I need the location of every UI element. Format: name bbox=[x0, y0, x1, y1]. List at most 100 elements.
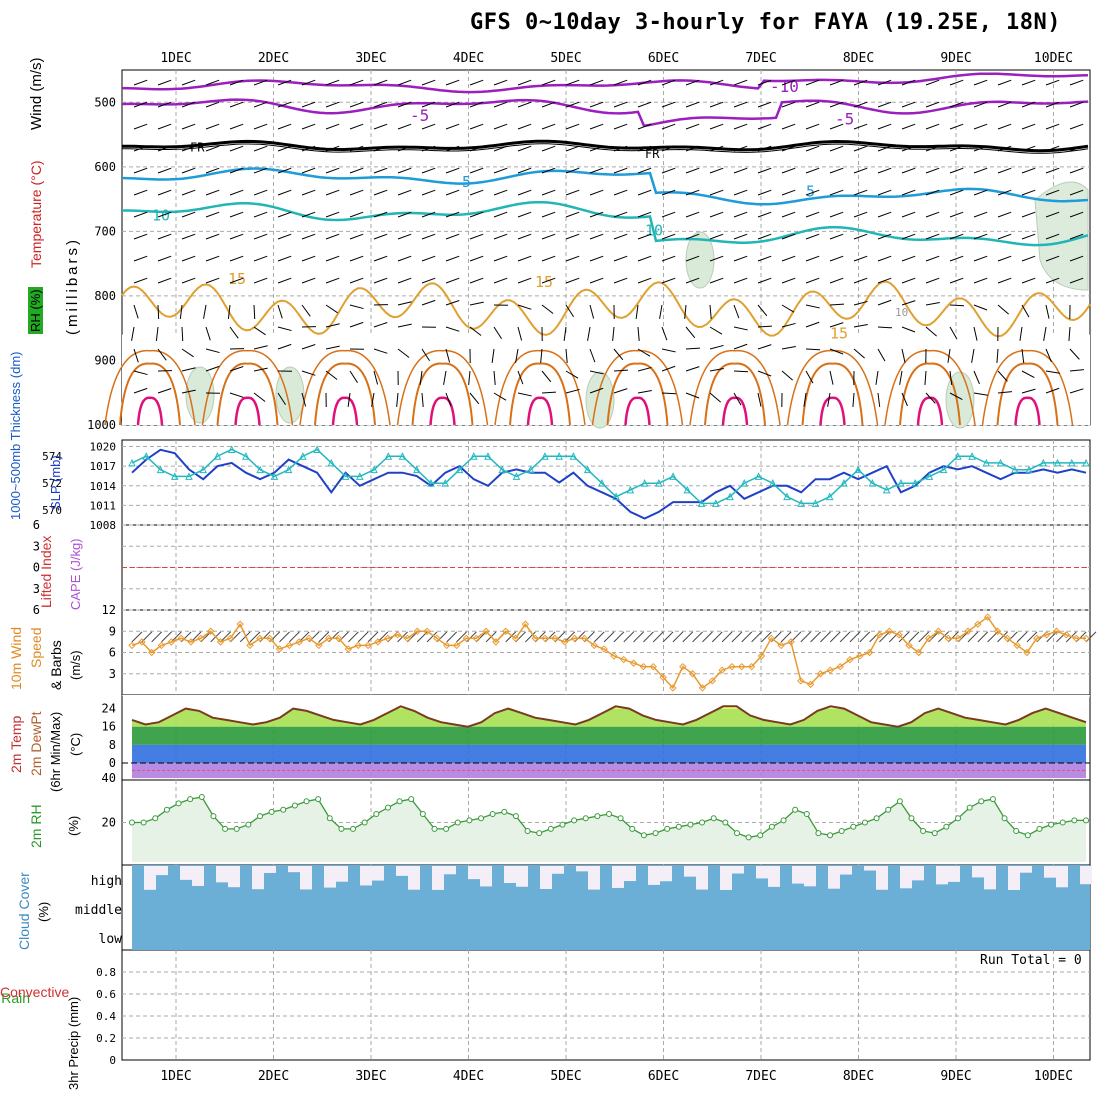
wind-barb bbox=[541, 370, 552, 383]
wind-barb bbox=[469, 189, 484, 196]
wind-barb bbox=[613, 388, 628, 394]
wind-barb bbox=[901, 326, 916, 333]
wind-barb bbox=[277, 343, 292, 350]
wind-barb bbox=[397, 211, 412, 218]
rh-marker bbox=[152, 815, 159, 822]
wind-barb bbox=[757, 79, 772, 86]
wind-marker bbox=[875, 631, 884, 639]
cloud-gap bbox=[216, 866, 228, 883]
wind-barb bbox=[541, 391, 557, 394]
wind-barb bbox=[877, 167, 892, 174]
thickness-marker bbox=[384, 452, 393, 460]
wind-barb bbox=[613, 233, 628, 240]
rh-unit-label: (%) bbox=[66, 815, 81, 836]
wind-barb bbox=[901, 277, 916, 284]
rh-contour-blob bbox=[1034, 181, 1089, 291]
wind-barb bbox=[1045, 167, 1060, 174]
wind-barb bbox=[445, 348, 451, 363]
wind-barb bbox=[877, 255, 892, 262]
wind-barb bbox=[589, 348, 596, 363]
wind-barb bbox=[685, 211, 700, 218]
wind-barb bbox=[877, 79, 892, 86]
wind-barb bbox=[733, 211, 748, 218]
temp-contour-25 bbox=[526, 396, 554, 426]
wind-barb bbox=[253, 123, 268, 130]
slp-line bbox=[131, 448, 1087, 520]
wind-barb bbox=[973, 370, 980, 385]
rh-marker bbox=[303, 798, 310, 805]
wind-barb bbox=[613, 348, 624, 361]
temp-contour-20b bbox=[591, 350, 684, 426]
surface-barb bbox=[446, 631, 458, 643]
wind-marker bbox=[206, 627, 215, 635]
thickness-marker bbox=[256, 465, 264, 474]
wind-marker bbox=[482, 627, 490, 635]
wind-barb bbox=[517, 392, 532, 397]
wind-barb bbox=[997, 211, 1012, 218]
wind-barb bbox=[589, 211, 604, 218]
rh-marker bbox=[850, 823, 857, 830]
wind-barb bbox=[181, 101, 196, 108]
chart-title: GFS 0~10day 3-hourly for FAYA (19.25E, 1… bbox=[470, 10, 1062, 35]
wind-barb bbox=[589, 145, 604, 152]
wind-barb bbox=[203, 304, 207, 319]
wind-barb bbox=[445, 211, 460, 218]
wind-barb bbox=[733, 145, 748, 152]
wind-marker bbox=[885, 627, 894, 635]
wind-barb bbox=[853, 79, 868, 86]
wind-barb bbox=[661, 167, 676, 174]
wind-barb bbox=[205, 145, 220, 152]
wind-barb bbox=[805, 167, 820, 174]
thickness-tick: 574 bbox=[42, 450, 62, 463]
wind-barb bbox=[1045, 79, 1060, 86]
wind-marker bbox=[561, 638, 569, 646]
wind-barb bbox=[661, 326, 668, 341]
wind-barb bbox=[541, 233, 556, 240]
wind-barb bbox=[757, 370, 772, 377]
wind-barb bbox=[349, 101, 364, 108]
wind-marker bbox=[836, 662, 844, 671]
cloud-gap bbox=[540, 866, 552, 889]
precip-label: 3hr Precip (mm) bbox=[66, 996, 81, 1090]
cloud-gap bbox=[612, 866, 624, 888]
wind-barb bbox=[301, 145, 316, 152]
date-tick-bottom: 2DEC bbox=[258, 1069, 289, 1084]
wind-barb bbox=[613, 145, 628, 152]
dew2m-label: 2m DewPt bbox=[28, 711, 44, 776]
wind-barb bbox=[637, 145, 652, 152]
rh-marker bbox=[885, 806, 892, 813]
rh-marker bbox=[582, 815, 589, 822]
wind-barb bbox=[709, 79, 724, 86]
wind-barb bbox=[973, 189, 988, 196]
pressure-tick: 500 bbox=[94, 95, 116, 109]
wind-barb bbox=[397, 79, 412, 86]
cloud-gap bbox=[1044, 866, 1056, 878]
surface-barb bbox=[721, 631, 733, 643]
wind-barb bbox=[637, 390, 652, 394]
wind-barb bbox=[589, 123, 604, 130]
wind-barb bbox=[205, 167, 220, 174]
rh-marker bbox=[966, 804, 973, 811]
wind-barb bbox=[421, 145, 436, 152]
wind-barb bbox=[997, 233, 1012, 240]
wind-barb bbox=[541, 123, 556, 130]
thickness-marker bbox=[142, 452, 151, 460]
surface-barb bbox=[289, 631, 300, 643]
wind-barb bbox=[181, 255, 196, 262]
cloud-gap bbox=[360, 866, 372, 886]
rh-marker bbox=[943, 823, 950, 830]
wind-barb bbox=[1019, 326, 1023, 341]
wind-marker bbox=[580, 634, 589, 643]
wind-barb bbox=[1021, 370, 1035, 379]
surface-barb bbox=[505, 631, 517, 643]
wind-marker bbox=[226, 634, 235, 643]
rh-marker bbox=[350, 825, 357, 832]
wind-marker bbox=[905, 641, 913, 650]
wind-barb bbox=[1045, 387, 1060, 394]
surface-barb bbox=[416, 631, 428, 643]
wind-barb bbox=[371, 392, 375, 407]
wind-barb bbox=[1021, 304, 1030, 318]
cloud-gap bbox=[972, 866, 984, 878]
wind-barb bbox=[181, 145, 196, 152]
wind-barb bbox=[973, 326, 978, 341]
